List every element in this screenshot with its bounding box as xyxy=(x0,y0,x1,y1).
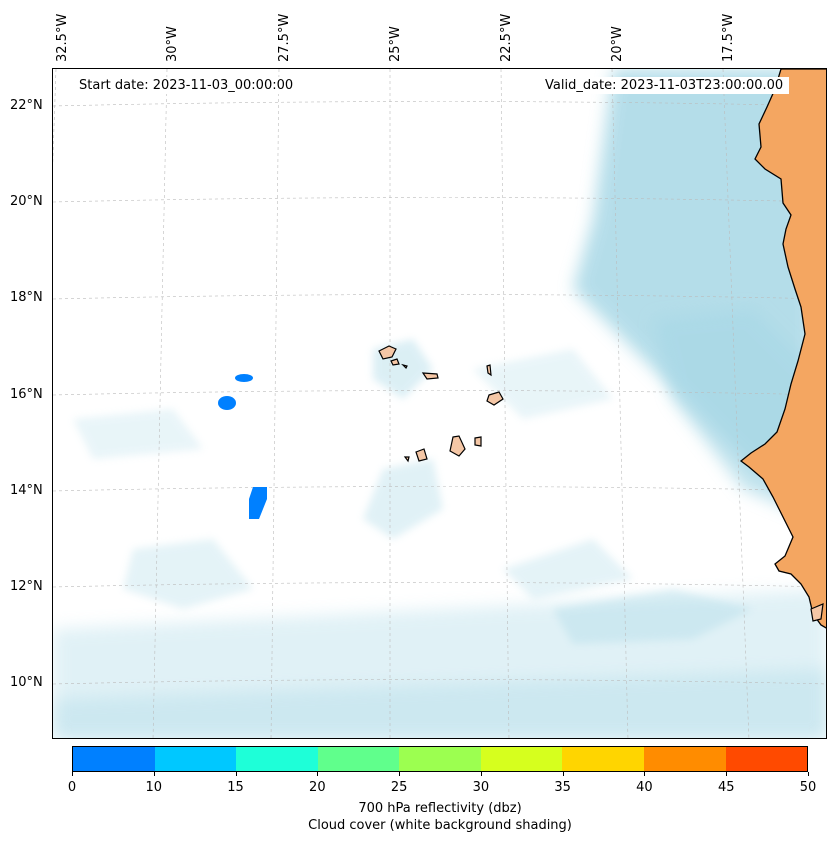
colorbar-tickmark xyxy=(72,772,73,776)
africa-landmass xyxy=(739,69,826,629)
colorbar-tick-label: 30 xyxy=(472,780,490,795)
colorbar-tick-label: 25 xyxy=(390,780,408,795)
map-panel[interactable] xyxy=(52,68,827,739)
lon-label-20W: 20°W xyxy=(610,26,625,62)
lon-label-22.5W: 22.5°W xyxy=(499,13,514,62)
start-date-label: Start date: 2023-11-03_00:00:00 xyxy=(73,77,300,94)
colorbar-tickmark xyxy=(480,772,482,776)
colorbar-segment-0 xyxy=(73,747,155,771)
colorbar-tickmark xyxy=(235,772,237,776)
reflectivity-cells xyxy=(218,374,267,519)
lon-label-30W: 30°W xyxy=(165,26,180,62)
colorbar-sublabel: Cloud cover (white background shading) xyxy=(308,818,572,833)
colorbar-tick-label: 15 xyxy=(227,780,244,795)
lon-label-27.5W: 27.5°W xyxy=(277,13,292,62)
lat-label-20N: 20°N xyxy=(10,194,43,209)
colorbar-segment-5 xyxy=(480,747,563,771)
colorbar-tickmark xyxy=(644,772,646,776)
lon-label-25W: 25°W xyxy=(388,26,403,62)
colorbar-tickmark xyxy=(317,772,319,776)
colorbar-segment-3 xyxy=(317,747,400,771)
colorbar-segment-7 xyxy=(643,747,726,771)
colorbar-tick-label: 50 xyxy=(799,780,817,795)
lat-label-16N: 16°N xyxy=(10,387,43,402)
reflectivity-cell-1 xyxy=(235,374,253,382)
colorbar-segment-2 xyxy=(236,747,318,771)
colorbar-tick-label: 45 xyxy=(717,780,735,795)
colorbar-tickmark xyxy=(726,772,728,776)
colorbar-segment-8 xyxy=(725,747,808,771)
colorbar-tick-label: 40 xyxy=(636,780,653,795)
lat-label-14N: 14°N xyxy=(10,483,43,498)
colorbar-tickmark xyxy=(562,772,564,776)
graticule xyxy=(53,69,826,738)
colorbar-tickmark xyxy=(808,772,809,776)
colorbar-segment-6 xyxy=(562,747,644,771)
colorbar-segment-4 xyxy=(399,747,481,771)
lon-label-17.5W: 17.5°W xyxy=(721,13,736,62)
map-canvas xyxy=(53,69,826,738)
reflectivity-cell-2 xyxy=(218,396,236,410)
lat-label-10N: 10°N xyxy=(10,675,43,690)
reflectivity-cell-3 xyxy=(249,487,267,519)
colorbar-segment-1 xyxy=(154,747,237,771)
cape-verde-islands xyxy=(378,345,824,622)
colorbar-tickmark xyxy=(399,772,401,776)
colorbar-tick-label: 0 xyxy=(67,780,77,795)
lat-label-18N: 18°N xyxy=(10,290,43,305)
lat-label-22N: 22°N xyxy=(10,98,43,113)
colorbar-label: 700 hPa reflectivity (dbz) xyxy=(358,801,522,816)
colorbar-tick-label: 35 xyxy=(554,780,571,795)
lat-label-12N: 12°N xyxy=(10,579,43,594)
cloud-cover-shading xyxy=(53,69,826,738)
colorbar-tickmark xyxy=(153,772,155,776)
colorbar xyxy=(72,746,808,772)
lon-label-32.5W: 32.5°W xyxy=(55,13,70,62)
colorbar-tick-label: 10 xyxy=(145,780,163,795)
valid-date-label: Valid_date: 2023-11-03T23:00:00.00 xyxy=(539,77,790,94)
colorbar-tick-label: 20 xyxy=(309,780,326,795)
